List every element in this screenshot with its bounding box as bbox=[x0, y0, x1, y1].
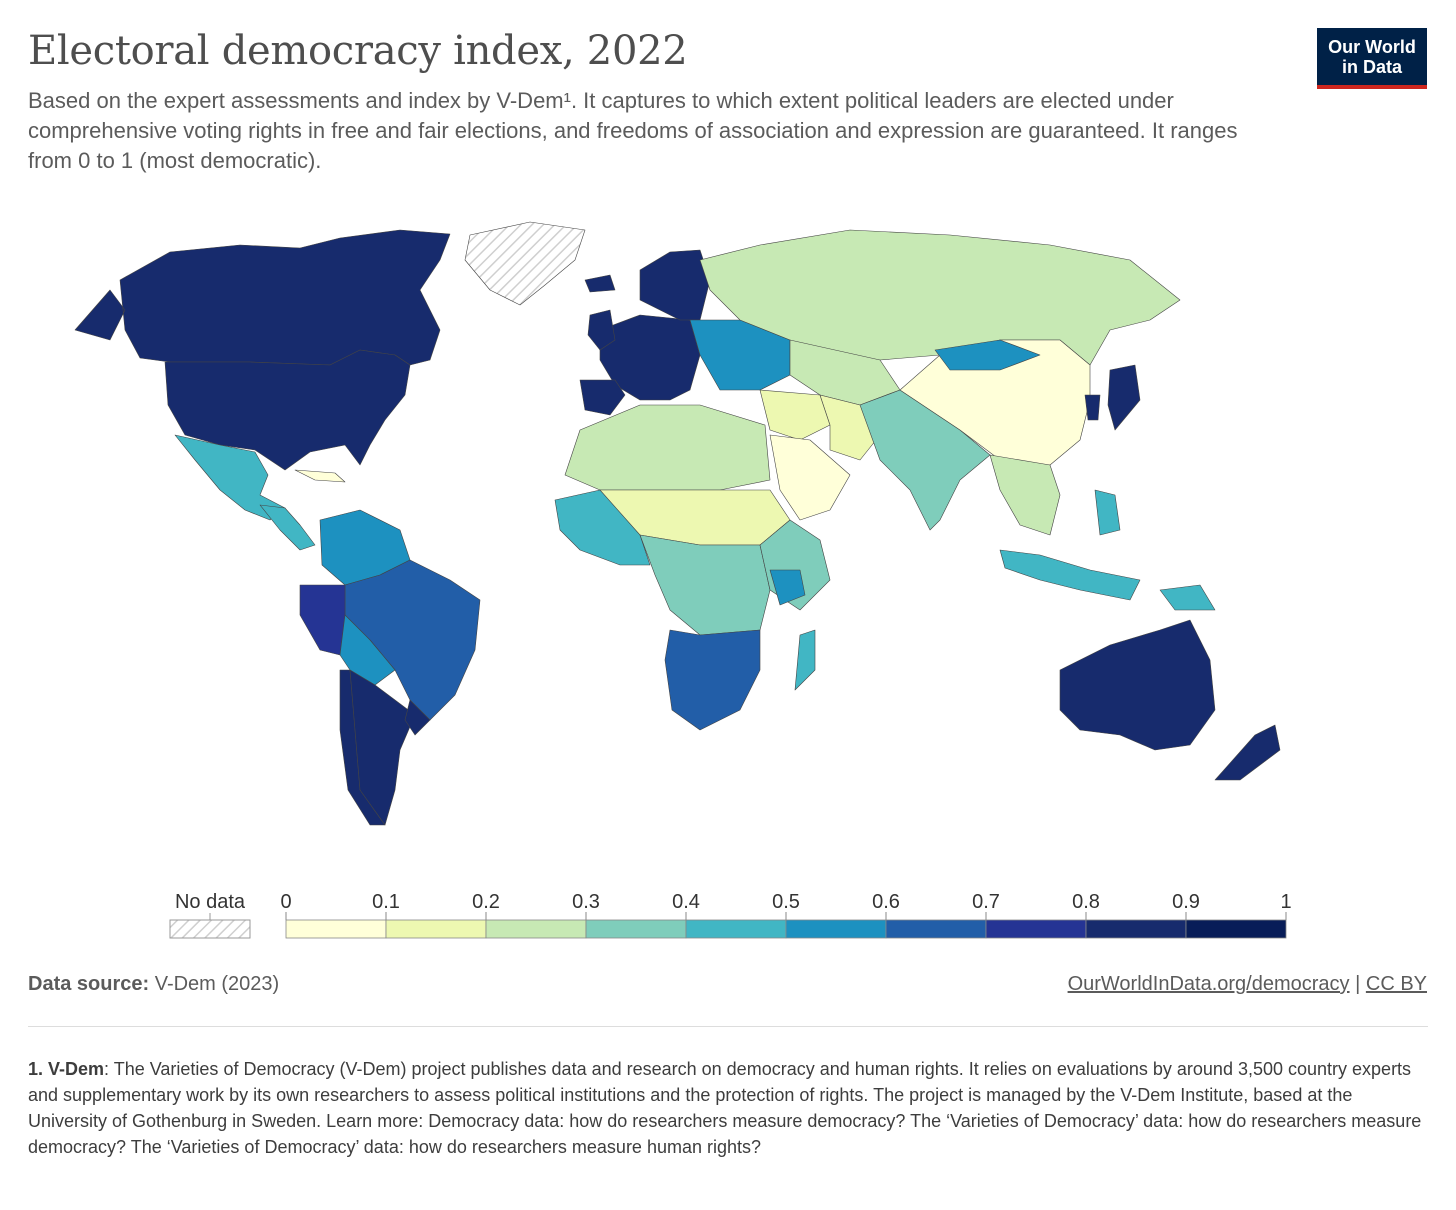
map-region-peru[interactable] bbox=[299, 584, 346, 656]
map-region-central-africa[interactable] bbox=[639, 534, 771, 636]
legend-bin[interactable] bbox=[885, 919, 987, 939]
map-region-north-africa[interactable] bbox=[564, 404, 771, 491]
data-source-label: Data source: bbox=[28, 973, 150, 995]
legend-bin[interactable] bbox=[1185, 919, 1287, 939]
legend-tick-label: 0.7 bbox=[972, 891, 1000, 913]
map-region-western-europe[interactable] bbox=[599, 314, 701, 401]
map-region-cuba[interactable] bbox=[294, 469, 346, 483]
map-region-iberia[interactable] bbox=[579, 379, 626, 416]
legend-bin[interactable] bbox=[485, 919, 587, 939]
legend-bin[interactable] bbox=[585, 919, 687, 939]
chart-title: Electoral democracy index, 2022 bbox=[28, 28, 688, 74]
data-source: Data source: V-Dem (2023) bbox=[28, 973, 279, 996]
map-region-scandinavia[interactable] bbox=[639, 249, 711, 321]
footnote-text: : The Varieties of Democracy (V-Dem) pro… bbox=[28, 1059, 1422, 1157]
map-region-southern-africa[interactable] bbox=[664, 629, 761, 731]
map-region-kenya[interactable] bbox=[769, 569, 806, 606]
legend-tick-label: 0.5 bbox=[772, 891, 800, 913]
legend-svg: No data 0 0.1 0.2 0.3 0.4 0.5 0.6 0.7 0.8 0.9 1 bbox=[169, 891, 1292, 939]
legend-no-data-label: No data bbox=[175, 891, 246, 913]
map-region-madagascar[interactable] bbox=[794, 629, 816, 691]
color-legend: No data 0 0.1 0.2 0.3 0.4 0.5 0.6 0.7 0.8 0.9 1 bbox=[160, 880, 1300, 950]
map-region-argentina[interactable] bbox=[349, 669, 416, 826]
links-separator: | bbox=[1355, 973, 1361, 995]
map-region-mongolia[interactable] bbox=[934, 339, 1041, 371]
owid-url-link[interactable]: OurWorldInData.org/democracy bbox=[1067, 973, 1350, 995]
legend-tick-label: 0.4 bbox=[672, 891, 700, 913]
map-region-australia[interactable] bbox=[1059, 619, 1216, 751]
map-region-united-kingdom[interactable] bbox=[587, 309, 616, 351]
map-region-united-states[interactable] bbox=[164, 349, 411, 471]
map-region-japan[interactable] bbox=[1107, 364, 1141, 431]
map-region-canada[interactable] bbox=[74, 229, 451, 366]
map-region-arabian-peninsula[interactable] bbox=[769, 434, 851, 521]
legend-tick-label: 0.1 bbox=[372, 891, 400, 913]
legend-tick-label: 0.3 bbox=[572, 891, 600, 913]
legend-bin[interactable] bbox=[385, 919, 487, 939]
legend-bin[interactable] bbox=[785, 919, 887, 939]
map-region-greenland[interactable] bbox=[464, 221, 586, 306]
map-region-papua-new-guinea[interactable] bbox=[1159, 584, 1216, 611]
logo-line-2: in Data bbox=[1341, 56, 1402, 77]
map-region-uruguay[interactable] bbox=[404, 699, 431, 736]
legend-bin[interactable] bbox=[985, 919, 1087, 939]
chart-subtitle: Based on the expert assessments and inde… bbox=[28, 88, 1238, 173]
legend-bin[interactable] bbox=[1085, 919, 1187, 939]
license-link[interactable]: CC BY bbox=[1365, 973, 1427, 995]
logo-line-1: Our World bbox=[1328, 36, 1416, 57]
footnote-label: 1. V-Dem bbox=[28, 1059, 105, 1079]
map-region-southeast-asia[interactable] bbox=[989, 454, 1061, 536]
world-map[interactable] bbox=[0, 190, 1456, 870]
map-region-indonesia[interactable] bbox=[999, 549, 1141, 601]
footer-links: OurWorldInData.org/democracy | CC BY bbox=[1068, 973, 1427, 996]
legend-no-data-swatch bbox=[169, 919, 251, 939]
map-region-iceland[interactable] bbox=[584, 274, 616, 293]
legend-bin[interactable] bbox=[285, 919, 387, 939]
legend-bin[interactable] bbox=[685, 919, 787, 939]
legend-tick-label: 0 bbox=[280, 891, 291, 913]
legend-tick-label: 1 bbox=[1280, 891, 1291, 913]
map-region-west-africa[interactable] bbox=[554, 489, 651, 566]
legend-tick-label: 0.8 bbox=[1072, 891, 1100, 913]
map-region-korea[interactable] bbox=[1084, 394, 1101, 421]
map-region-central-america[interactable] bbox=[259, 504, 316, 551]
legend-tick-label: 0.2 bbox=[472, 891, 500, 913]
map-svg[interactable] bbox=[0, 190, 1456, 870]
footnote: 1. V-Dem: The Varieties of Democracy (V-… bbox=[28, 1056, 1428, 1160]
footer-divider bbox=[28, 1026, 1428, 1027]
map-region-new-zealand[interactable] bbox=[1214, 724, 1281, 781]
owid-logo[interactable]: Our World in Data bbox=[1317, 28, 1427, 89]
legend-tick-label: 0.9 bbox=[1172, 891, 1200, 913]
map-region-philippines[interactable] bbox=[1094, 489, 1121, 536]
map-region-middle-east[interactable] bbox=[759, 389, 831, 441]
legend-tick-label: 0.6 bbox=[872, 891, 900, 913]
data-source-value: V-Dem (2023) bbox=[154, 973, 280, 995]
